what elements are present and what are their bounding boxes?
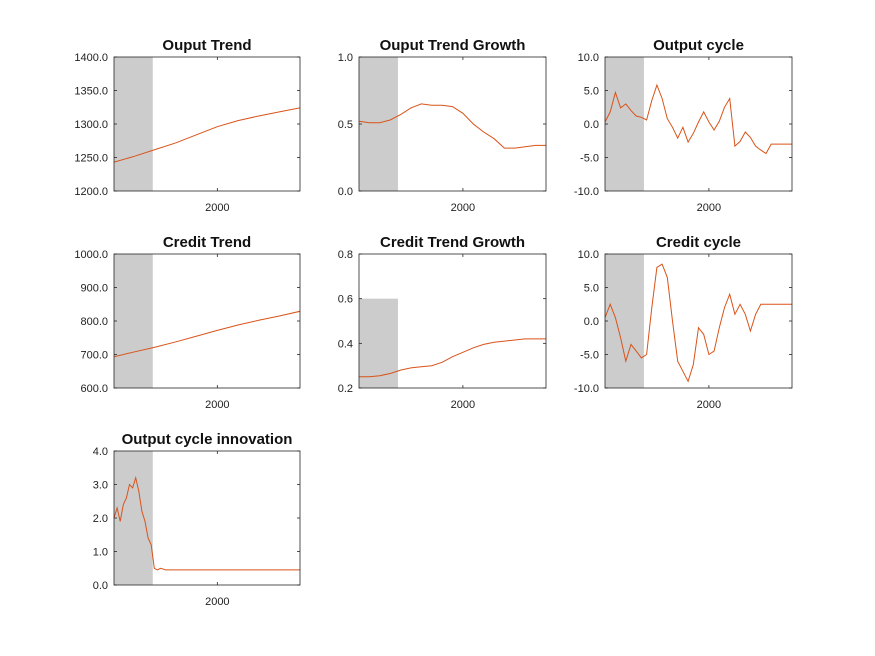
x-tick-label: 2000: [697, 202, 721, 214]
y-tick-label: 0.2: [338, 383, 353, 395]
x-tick-label: 2000: [205, 399, 229, 411]
shaded-region: [359, 298, 398, 388]
y-tick-label: 800.0: [80, 316, 108, 328]
x-tick-label: 2000: [451, 202, 475, 214]
y-tick-label: -10.0: [574, 186, 599, 198]
shaded-region: [114, 57, 153, 191]
y-tick-label: 1.0: [338, 52, 353, 64]
subplot-7: 0.0 1.0 2.0 3.0 4.0 2000 Output cycle innovati…: [93, 431, 301, 608]
series-line-1: [359, 338, 546, 378]
subplot-title: Credit Trend Growth: [380, 234, 525, 251]
subplot-title: Ouput Trend: [162, 37, 251, 54]
y-tick-label: 10.0: [578, 52, 599, 64]
y-tick-label: 0.0: [584, 316, 599, 328]
shaded-region: [605, 57, 644, 191]
y-tick-label: 2.0: [93, 513, 108, 525]
series-line-1: [114, 107, 300, 163]
subplot-3: -10.0 -5.0 0.0 5.0 10.0 2000 Output cycle: [574, 37, 793, 214]
series-line-1: [114, 475, 300, 571]
series-line-1: [605, 83, 792, 155]
subplot-title: Credit Trend: [163, 234, 251, 251]
x-tick-label: 2000: [205, 202, 229, 214]
y-tick-label: 0.4: [338, 338, 353, 350]
y-tick-label: 3.0: [93, 480, 108, 492]
shaded-region: [114, 254, 153, 388]
y-tick-label: 0.6: [338, 294, 353, 306]
y-tick-label: 0.0: [93, 580, 108, 592]
x-tick-label: 2000: [205, 596, 229, 608]
y-tick-label: 900.0: [80, 283, 108, 295]
y-tick-label: 5.0: [584, 283, 599, 295]
y-tick-label: 4.0: [93, 446, 108, 458]
y-tick-label: 1.0: [93, 547, 108, 559]
shaded-region: [359, 57, 398, 191]
y-tick-label: 1250.0: [74, 153, 108, 165]
y-tick-label: 600.0: [80, 383, 108, 395]
subplot-2: 0.0 0.5 1.0 2000 Ouput Trend Growth: [338, 37, 547, 214]
y-tick-label: 10.0: [578, 249, 599, 261]
subplot-grid: 1200.0 1250.0 1300.0 1350.0 1400.0 2000 Ouput …: [74, 37, 793, 608]
y-tick-label: 700.0: [80, 350, 108, 362]
subplot-4: 600.0 700.0 800.0 900.0 1000.0 2000 Credit Tre…: [74, 234, 301, 411]
y-tick-label: 1000.0: [74, 249, 108, 261]
subplot-title: Output cycle: [653, 37, 744, 54]
y-tick-label: 0.0: [584, 119, 599, 131]
y-tick-label: 0.0: [338, 186, 353, 198]
series-line-1: [359, 103, 546, 149]
y-tick-label: -5.0: [580, 350, 599, 362]
y-tick-label: 5.0: [584, 86, 599, 98]
y-tick-label: 1400.0: [74, 52, 108, 64]
x-tick-label: 2000: [697, 399, 721, 411]
y-tick-label: -5.0: [580, 153, 599, 165]
subplot-title: Output cycle innovation: [122, 431, 293, 448]
y-tick-label: 1200.0: [74, 186, 108, 198]
y-tick-label: -10.0: [574, 383, 599, 395]
y-tick-label: 0.5: [338, 119, 353, 131]
axes-box: [358, 253, 547, 389]
y-tick-label: 0.8: [338, 249, 353, 261]
y-tick-label: 1300.0: [74, 119, 108, 131]
series-line-1: [114, 310, 300, 358]
series-line-1: [605, 263, 792, 383]
subplot-title: Ouput Trend Growth: [380, 37, 526, 54]
x-tick-label: 2000: [451, 399, 475, 411]
shaded-region: [605, 254, 644, 388]
subplot-1: 1200.0 1250.0 1300.0 1350.0 1400.0 2000 Ouput …: [74, 37, 301, 214]
subplot-title: Credit cycle: [656, 234, 741, 251]
subplot-5: 0.2 0.4 0.6 0.8 2000 Credit Trend Growth: [338, 234, 547, 411]
subplot-6: -10.0 -5.0 0.0 5.0 10.0 2000 Credit cycle: [574, 234, 793, 411]
y-tick-label: 1350.0: [74, 86, 108, 98]
